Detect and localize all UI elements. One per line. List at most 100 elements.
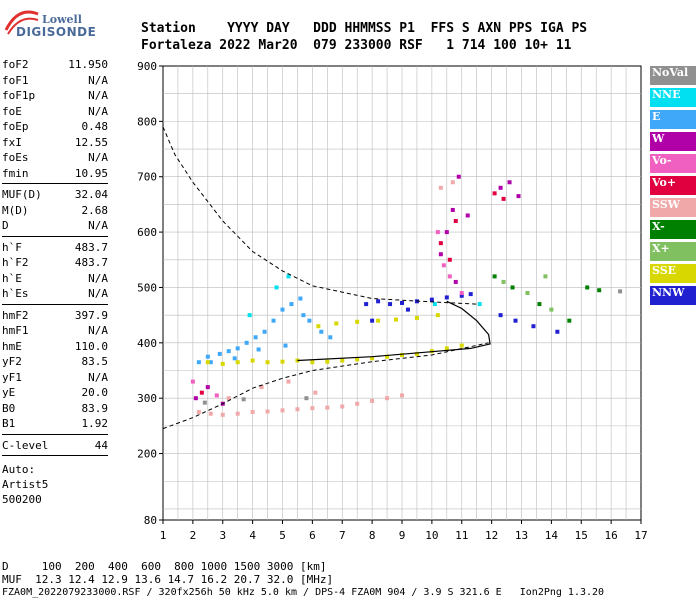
data-point (567, 318, 572, 323)
param-value: 44 (94, 438, 108, 452)
y-tick-label: 600 (137, 226, 157, 239)
param-row: MUF(D) 32.04 (2, 187, 108, 203)
x-tick-label: 4 (249, 529, 256, 542)
x-tick-label: 15 (575, 529, 588, 542)
data-point (438, 252, 443, 257)
param-row: yE 20.0 (2, 385, 108, 401)
data-point (340, 404, 345, 409)
param-name: h`E (2, 271, 22, 285)
data-point (340, 358, 345, 363)
data-point (465, 213, 470, 218)
param-value: 32.04 (74, 188, 108, 201)
data-point (459, 291, 464, 295)
data-point (501, 279, 506, 284)
data-point (435, 230, 440, 235)
param-row: foE N/A (2, 104, 108, 120)
data-point (286, 379, 291, 384)
param-value: 397.9 (74, 308, 108, 322)
electron-density-profile (297, 300, 491, 362)
param-name: MUF(D) (2, 188, 42, 201)
param-value: 11.950 (68, 58, 108, 71)
param-value: 483.7 (74, 256, 108, 269)
data-point (274, 285, 279, 290)
param-name: foF1p (2, 89, 36, 102)
data-point (394, 317, 399, 322)
param-value: N/A (88, 271, 108, 285)
param-name: fmin (2, 166, 29, 180)
data-point (453, 219, 458, 224)
data-point (328, 335, 333, 340)
separator (2, 235, 108, 237)
data-point (301, 313, 306, 318)
data-point (543, 274, 548, 279)
data-point (537, 302, 542, 307)
data-point (549, 307, 554, 312)
param-group-muf: MUF(D) 32.04 M(D) 2.68 D N/A (2, 187, 108, 234)
param-row: hmF1 N/A (2, 323, 108, 339)
data-point (585, 285, 590, 290)
data-point (355, 401, 360, 406)
auto-version: 500200 (2, 493, 42, 506)
param-value: 110.0 (74, 339, 108, 353)
param-row: fmin 10.95 (2, 166, 108, 182)
param-value: 10.95 (74, 166, 108, 180)
param-row: foF1p N/A (2, 88, 108, 104)
data-point (310, 360, 315, 365)
data-point (289, 302, 294, 307)
param-value: 20.0 (81, 386, 109, 399)
data-point (250, 358, 255, 363)
data-point (400, 393, 404, 398)
param-group-virtual-heights: h`F 483.7 h`F2 483.7 h`E N/A h`Es N/A (2, 240, 108, 302)
data-point (325, 359, 330, 364)
data-point (280, 408, 285, 413)
param-value: 83.9 (81, 401, 109, 415)
header-labels: Station YYYY DAY DDD HHMMSS P1 FFS S AXN… (141, 21, 588, 36)
data-point (450, 180, 455, 185)
data-point (444, 295, 449, 300)
data-point (385, 354, 390, 359)
x-tick-label: 8 (369, 529, 376, 542)
auto-software: Artist5 (2, 478, 49, 491)
data-point (250, 410, 255, 415)
data-point (513, 318, 518, 323)
param-row: B1 1.92 (2, 416, 108, 432)
legend-item: X- (650, 220, 696, 239)
param-value: N/A (88, 370, 108, 384)
data-point (468, 292, 473, 297)
param-row: yF2 83.5 (2, 354, 108, 370)
param-value: 12.55 (74, 135, 108, 149)
param-group-confidence: C-level 44 (2, 438, 108, 454)
data-point (432, 302, 437, 307)
param-name: h`F (2, 240, 22, 254)
param-name: hmF1 (2, 324, 29, 337)
data-point (459, 343, 464, 348)
data-point (193, 396, 198, 401)
data-point (531, 324, 536, 329)
data-point (370, 318, 375, 323)
param-value: N/A (88, 324, 108, 337)
y-tick-label: 300 (137, 392, 157, 405)
legend-item: X+ (650, 242, 696, 261)
x-tick-label: 16 (605, 529, 618, 542)
data-point (313, 390, 318, 395)
y-tick-label: 800 (137, 115, 157, 128)
data-point (217, 351, 222, 356)
param-row: foF1 N/A (2, 73, 108, 89)
data-point (325, 405, 330, 410)
param-row: h`F2 483.7 (2, 255, 108, 271)
data-point (196, 410, 201, 415)
data-point (447, 274, 452, 279)
legend-item: NoVal (650, 66, 696, 85)
data-point (334, 321, 339, 326)
param-name: foF1 (2, 73, 29, 87)
y-tick-label: 500 (137, 281, 157, 294)
param-value: N/A (88, 151, 108, 164)
data-point (618, 289, 623, 294)
legend-item: Vo+ (650, 176, 696, 195)
param-value: 483.7 (74, 240, 108, 254)
param-name: yF2 (2, 355, 22, 368)
x-tick-label: 6 (309, 529, 316, 542)
data-point (271, 318, 276, 323)
param-value: 1.92 (81, 417, 109, 430)
param-row: h`E N/A (2, 271, 108, 287)
